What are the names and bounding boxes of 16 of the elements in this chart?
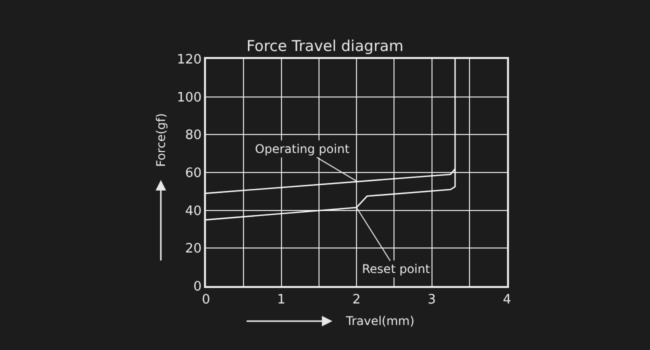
y-tick-label: 100 <box>176 90 202 106</box>
x-tick-label: 3 <box>428 292 436 308</box>
y-tick-label: 20 <box>185 242 202 257</box>
y-tick-label: 40 <box>185 204 202 219</box>
y-axis-title: Force(gf) <box>154 113 168 167</box>
chart-title: Force Travel diagram <box>246 36 404 55</box>
x-tick-label: 4 <box>502 292 512 308</box>
x-tick-label: 1 <box>277 292 286 308</box>
x-axis-title: Travel(mm) <box>345 314 414 328</box>
y-tick-label: 60 <box>185 166 202 182</box>
annotation: Reset point <box>362 262 430 276</box>
x-tick-label: 2 <box>352 292 361 308</box>
y-tick-label: 80 <box>185 128 202 144</box>
annotation: Operating point <box>255 142 350 156</box>
y-tick-label: 120 <box>176 52 202 68</box>
y-tick-label: 0 <box>193 280 202 295</box>
